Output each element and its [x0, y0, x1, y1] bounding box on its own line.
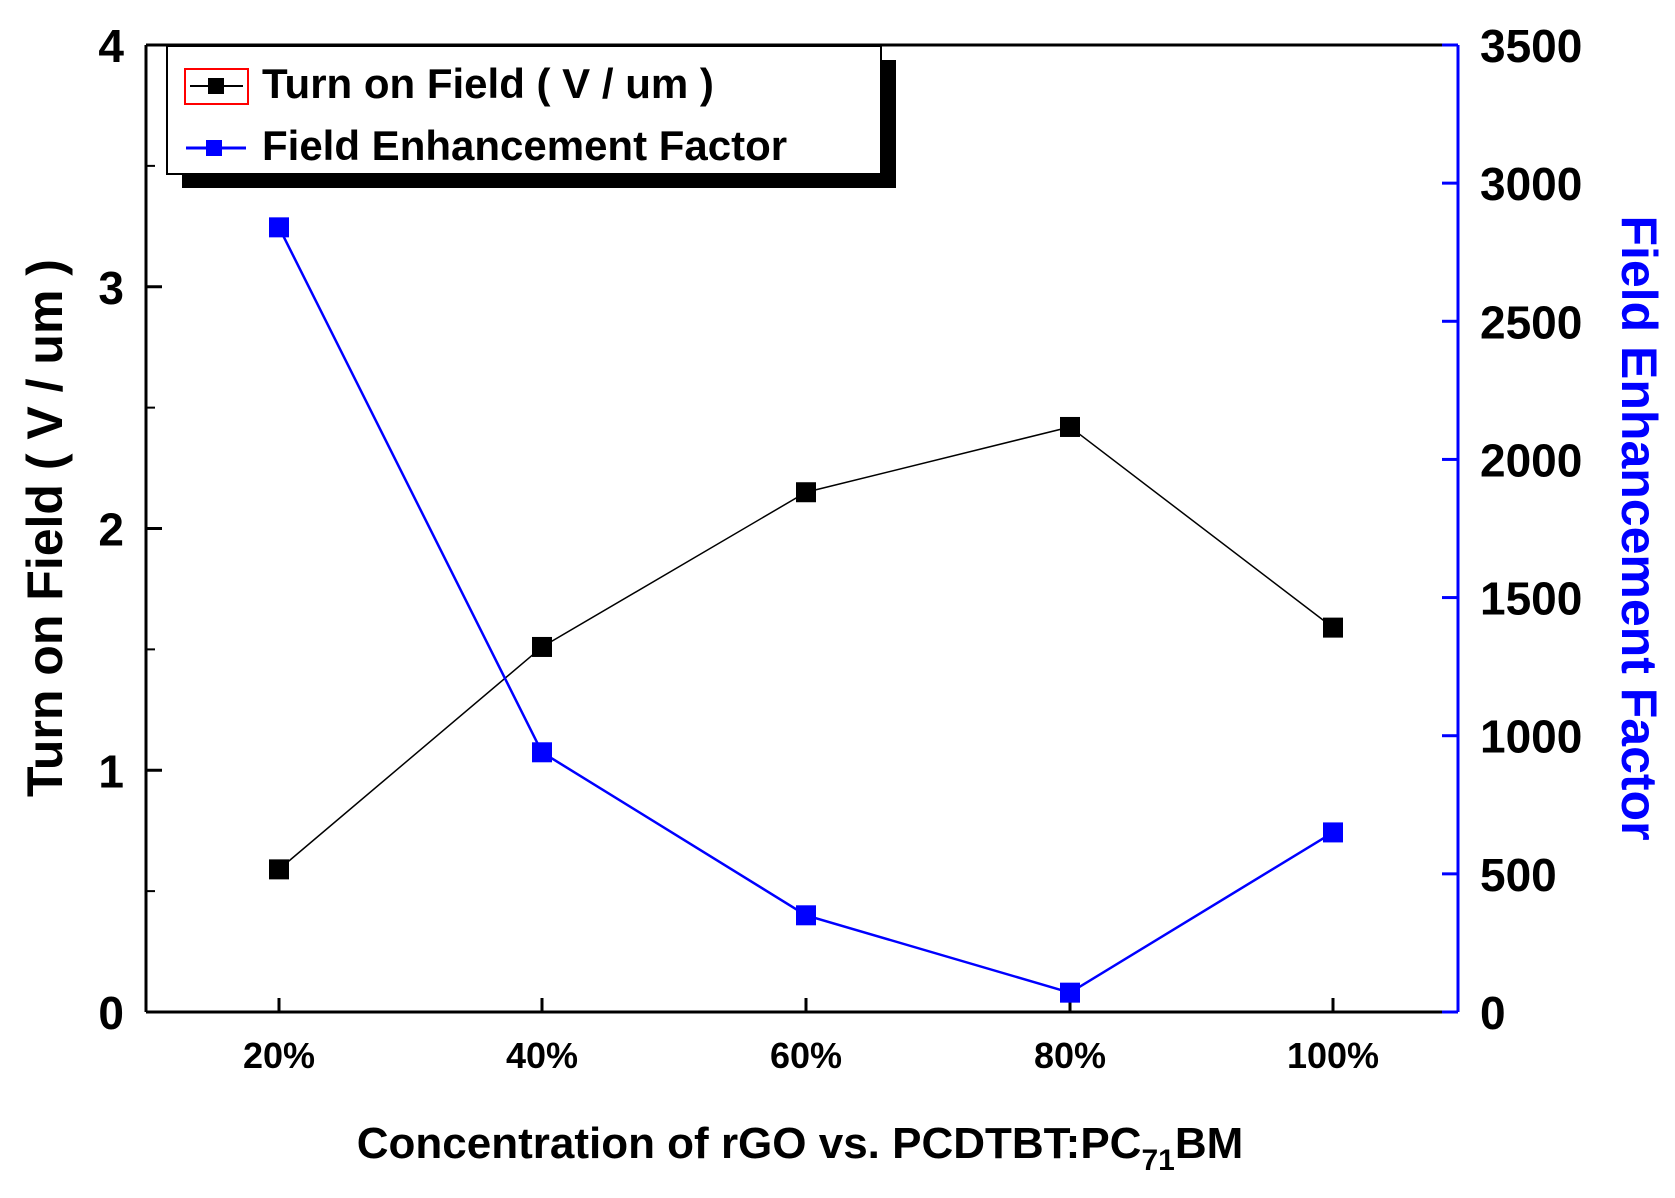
y-right-tick-label: 1500	[1480, 573, 1582, 625]
legend-box	[166, 45, 882, 175]
y-right-tick-label: 3000	[1480, 158, 1582, 210]
y-left-tick-label: 4	[98, 20, 124, 72]
x-axis-ticks: 20% 40% 60% 80% 100%	[243, 998, 1379, 1076]
y-right-tick-label: 500	[1480, 849, 1557, 901]
data-point-turn-on-field-4	[1323, 617, 1343, 638]
legend-square-blue	[206, 140, 222, 156]
x-axis-title-tail: BM	[1175, 1119, 1243, 1168]
data-point-field-enhancement-3	[1060, 982, 1080, 1003]
y-right-tick-label: 2500	[1480, 296, 1582, 348]
x-axis-title: Concentration of rGO vs. PCDTBT:PC71BM	[357, 1119, 1244, 1177]
data-point-field-enhancement-4	[1323, 822, 1343, 843]
data-point-turn-on-field-0	[269, 859, 289, 880]
x-axis-title-subscript: 71	[1141, 1144, 1174, 1177]
x-tick-label: 20%	[243, 1035, 315, 1076]
legend: Turn on Field ( V / um ) Field Enhanceme…	[166, 45, 896, 188]
y-left-tick-label: 0	[98, 987, 124, 1039]
data-point-field-enhancement-0	[269, 217, 289, 238]
y-left-tick-label: 3	[98, 262, 124, 314]
y-axis-right-title: Field Enhancement Factor	[1611, 215, 1667, 840]
legend-item-turn-on-field: Turn on Field ( V / um )	[184, 60, 714, 107]
y-right-tick-label: 0	[1480, 987, 1506, 1039]
series-layer	[269, 217, 1343, 1003]
left-axis-ticks: 0 1 2 3 4	[98, 20, 162, 1039]
series-line-field-enhancement	[277, 226, 1334, 995]
legend-label-field-enhancement: Field Enhancement Factor	[262, 122, 787, 169]
y-left-tick-label: 1	[98, 745, 124, 797]
y-right-tick-label: 2000	[1480, 434, 1582, 486]
legend-marker-frame	[184, 68, 249, 105]
x-tick-label: 80%	[1034, 1035, 1106, 1076]
y-right-tick-label: 3500	[1480, 20, 1582, 72]
y-axis-left-title: Turn on Field ( V / um )	[17, 259, 73, 797]
data-point-turn-on-field-1	[532, 636, 552, 657]
x-tick-label: 60%	[770, 1035, 842, 1076]
data-point-field-enhancement-1	[532, 742, 552, 763]
legend-item-field-enhancement: Field Enhancement Factor	[186, 122, 787, 169]
y-left-tick-label: 2	[98, 504, 124, 556]
data-point-turn-on-field-3	[1060, 416, 1080, 437]
y-right-tick-label: 1000	[1480, 711, 1582, 763]
x-tick-label: 100%	[1287, 1035, 1379, 1076]
data-point-turn-on-field-2	[796, 482, 816, 503]
legend-label-turn-on-field: Turn on Field ( V / um )	[262, 60, 714, 107]
legend-square-black	[208, 78, 224, 94]
x-axis-title-main: Concentration of rGO vs. PCDTBT:PC	[357, 1119, 1142, 1168]
right-axis-ticks: 0 500 1000 1500 2000 2500 3000 3500	[1442, 20, 1582, 1039]
data-point-field-enhancement-2	[796, 905, 816, 926]
x-tick-label: 40%	[506, 1035, 578, 1076]
